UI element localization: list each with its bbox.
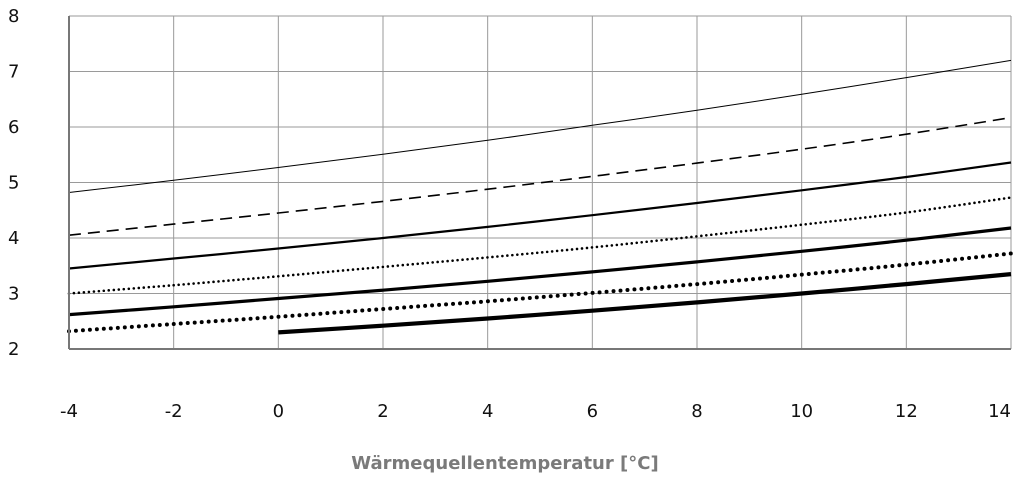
x-tick-label: 10 — [790, 401, 813, 422]
series-line-medium-solid — [68, 161, 1012, 270]
y-tick-label: 3 — [8, 284, 19, 305]
series-line-dashed — [68, 116, 1012, 236]
x-tick-label: 0 — [273, 401, 284, 422]
x-tick-label: -2 — [165, 401, 183, 422]
x-tick-label: 6 — [587, 401, 598, 422]
grid — [69, 15, 1012, 349]
y-tick-label: 8 — [8, 6, 19, 27]
axes — [68, 16, 1011, 350]
y-tick-labels: 2 3 4 5 6 7 8 — [8, 6, 19, 360]
x-tick-label: 2 — [377, 401, 388, 422]
x-tick-label: 12 — [895, 401, 918, 422]
x-axis-title: Wärmequellentemperatur [°C] — [351, 453, 658, 474]
y-tick-label: 4 — [8, 228, 19, 249]
series-line-thick-solid — [68, 226, 1012, 317]
x-tick-label: 14 — [988, 401, 1011, 422]
x-tick-label: 8 — [691, 401, 702, 422]
y-tick-label: 2 — [8, 339, 19, 360]
x-tick-label: 4 — [482, 401, 493, 422]
series-lines — [67, 59, 1013, 335]
series-line-extra-thick-solid — [278, 272, 1012, 335]
y-tick-label: 7 — [8, 62, 19, 83]
y-tick-label: 6 — [8, 117, 19, 138]
series-line-bold-dotted — [67, 251, 1013, 334]
x-tick-label: -4 — [60, 401, 78, 422]
x-tick-labels: -4 -2 0 2 4 6 8 10 12 14 — [60, 401, 1011, 422]
series-line-thin-solid — [68, 59, 1012, 193]
y-tick-label: 5 — [8, 173, 19, 194]
